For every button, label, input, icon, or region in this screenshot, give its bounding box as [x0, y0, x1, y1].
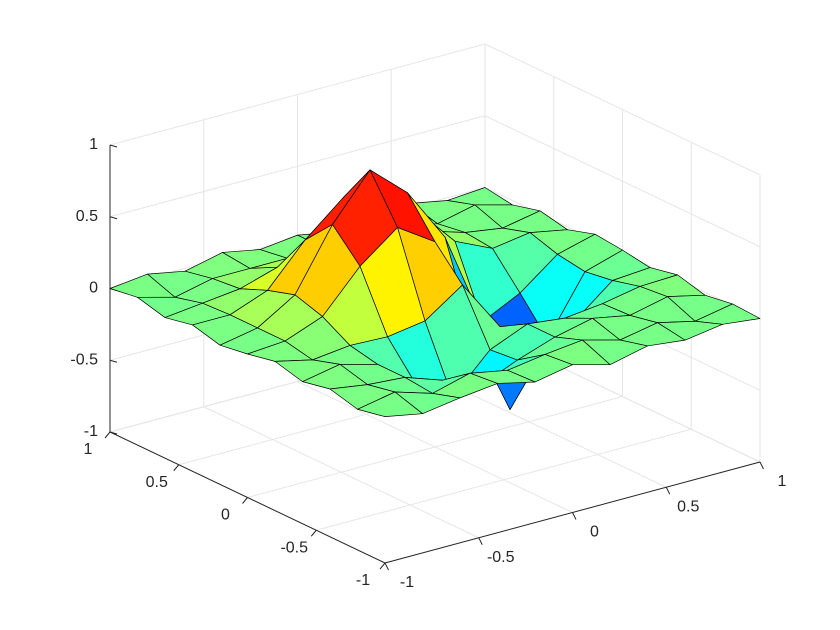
y-tick-label: -1: [356, 572, 370, 589]
grid-line: [109, 43, 486, 146]
grid-line: [109, 115, 486, 218]
tick-mark: [109, 144, 118, 148]
surface-patch: [357, 391, 423, 417]
grid-line: [484, 115, 761, 248]
x-tick-label: 0.5: [677, 498, 699, 515]
y-tick-label: 1: [84, 441, 93, 458]
grid-line: [484, 43, 761, 176]
x-tick-label: -0.5: [487, 549, 515, 566]
z-tick-label: 1: [89, 136, 98, 153]
tick-mark: [109, 359, 118, 363]
tick-mark: [104, 431, 111, 439]
tick-mark: [572, 512, 577, 520]
tick-mark: [173, 464, 180, 472]
x-tick-label: -1: [400, 574, 414, 591]
z-tick-label: 0.5: [76, 208, 98, 225]
z-tick-label: -1: [84, 423, 98, 440]
z-tick-label: 0: [89, 280, 98, 297]
tick-mark: [379, 562, 386, 570]
y-tick-label: 0: [221, 507, 230, 524]
y-tick-label: -0.5: [280, 539, 308, 556]
grid-line: [316, 428, 692, 531]
tick-mark: [310, 529, 317, 537]
z-tick-label: -0.5: [70, 351, 98, 368]
tick-mark: [478, 537, 483, 545]
x-tick-label: 1: [778, 473, 787, 490]
x-tick-label: 0: [590, 524, 599, 541]
tick-mark: [384, 562, 389, 571]
tick-mark: [109, 216, 118, 220]
tick-mark: [242, 497, 248, 504]
tick-mark: [109, 431, 118, 435]
grid-line: [247, 396, 623, 498]
y-tick-label: 0.5: [146, 474, 168, 491]
tick-mark: [665, 487, 671, 495]
tick-mark: [759, 461, 764, 470]
